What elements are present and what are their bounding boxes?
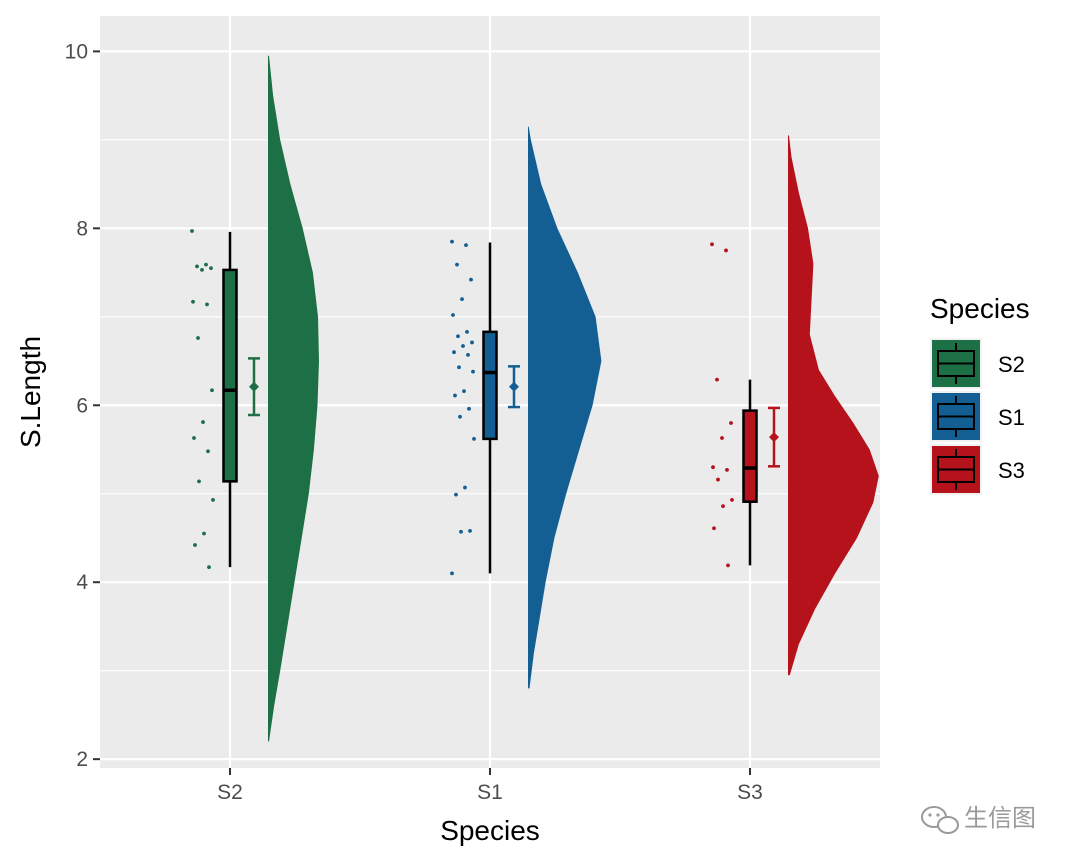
x-axis: S2 S1 S3 (217, 768, 763, 804)
data-point (192, 436, 196, 440)
mean-point (249, 381, 259, 392)
data-point (467, 406, 471, 411)
data-point (710, 242, 714, 247)
data-point (209, 266, 213, 271)
legend-key-S2: S2 (930, 338, 1025, 389)
data-point (715, 377, 719, 382)
data-point (457, 365, 461, 370)
x-tick-label: S2 (217, 781, 243, 804)
data-point (712, 526, 716, 531)
data-point (471, 369, 475, 374)
watermark: 生信图 (921, 804, 1036, 834)
legend-label: S2 (998, 352, 1025, 377)
y-tick-label: 4 (76, 571, 88, 594)
data-point (711, 465, 715, 470)
y-tick-label: 10 (65, 40, 88, 63)
mean-point (509, 381, 519, 392)
x-axis-title: Species (440, 815, 540, 846)
density-cloud (528, 126, 602, 689)
data-point (195, 264, 199, 269)
data-point (451, 313, 455, 317)
legend-key-S3: S3 (930, 444, 1025, 495)
data-point (716, 477, 720, 482)
data-point (191, 299, 195, 304)
data-point (210, 388, 214, 393)
data-point (729, 421, 733, 425)
data-point (201, 420, 205, 424)
data-point (450, 239, 454, 244)
y-axis: 2 4 6 8 10 (65, 40, 100, 771)
data-point (454, 492, 458, 497)
data-point (206, 449, 210, 454)
data-point (472, 436, 476, 441)
density-cloud (268, 55, 319, 742)
legend-title: Species (930, 293, 1030, 324)
data-point (459, 529, 463, 534)
y-tick-label: 8 (76, 217, 88, 240)
data-point (721, 504, 725, 509)
data-point (469, 277, 473, 282)
data-point (726, 563, 730, 568)
data-point (204, 262, 208, 267)
data-point (190, 229, 194, 233)
data-point (200, 268, 204, 272)
group-S3 (710, 135, 879, 676)
group-S2 (190, 55, 319, 742)
data-point (724, 248, 728, 253)
legend: Species S2 S1 S3 (930, 293, 1030, 495)
data-point (464, 243, 468, 248)
watermark-text: 生信图 (964, 804, 1036, 832)
data-point (462, 389, 466, 394)
data-point (197, 479, 201, 484)
data-point (211, 498, 215, 502)
y-tick-label: 6 (76, 394, 88, 417)
data-point (466, 352, 470, 357)
data-point (452, 350, 456, 355)
y-tick-label: 2 (76, 748, 88, 771)
data-point (465, 329, 469, 334)
box-body (742, 409, 758, 503)
data-point (205, 302, 209, 307)
group-S1 (450, 126, 602, 689)
legend-label: S1 (998, 405, 1025, 430)
legend-key-S1: S1 (930, 391, 1025, 442)
data-point (193, 543, 197, 547)
density-cloud (788, 135, 879, 676)
data-point (460, 297, 464, 302)
mean-point (769, 432, 779, 443)
data-point (455, 262, 459, 267)
data-point (450, 571, 454, 576)
data-point (461, 344, 465, 348)
data-point (725, 467, 729, 472)
data-point (453, 393, 457, 398)
data-point (730, 498, 734, 502)
data-point (196, 336, 200, 340)
data-point (456, 334, 460, 339)
groups-layer (190, 55, 879, 742)
data-point (202, 531, 206, 536)
data-point (207, 565, 211, 570)
data-point (463, 485, 467, 490)
legend-label: S3 (998, 458, 1025, 483)
wechat-icon (921, 806, 959, 834)
data-point (470, 340, 474, 345)
box-body (482, 330, 498, 441)
x-tick-label: S3 (737, 781, 763, 804)
box-body (222, 268, 238, 483)
y-axis-title: S.Length (15, 336, 46, 448)
data-point (720, 436, 724, 440)
data-point (468, 528, 472, 533)
x-tick-label: S1 (477, 781, 503, 804)
data-point (458, 414, 462, 419)
